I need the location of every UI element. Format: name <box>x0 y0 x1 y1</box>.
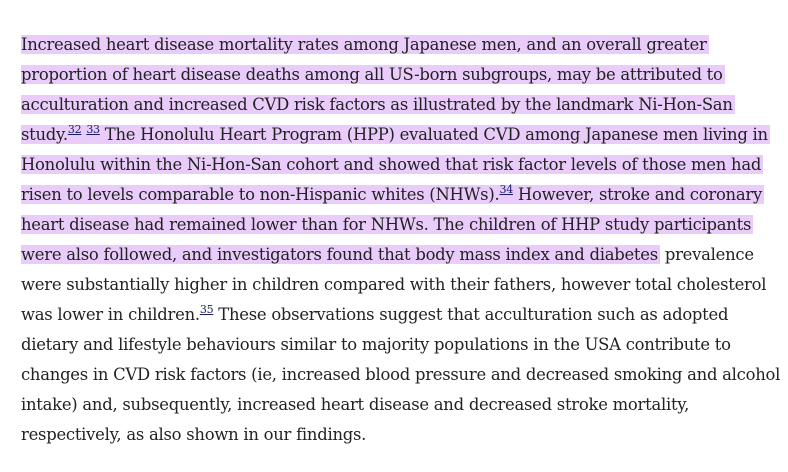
article-paragraph: Increased heart disease mortality rates … <box>21 30 780 450</box>
text-line: heart disease had remained lower than fo… <box>21 210 771 240</box>
text-segment: The Honolulu Heart Program (HPP) evaluat… <box>99 125 768 144</box>
highlighted-text: study.32 33 The Honolulu Heart Program (… <box>21 122 770 144</box>
highlighted-text: heart disease had remained lower than fo… <box>21 215 754 234</box>
text-segment: dietary and lifestyle behaviours similar… <box>21 335 731 354</box>
citation-link-33[interactable]: 33 <box>86 122 100 136</box>
highlighted-text: risen to levels comparable to non-Hispan… <box>21 182 764 204</box>
text-line: study.32 33 The Honolulu Heart Program (… <box>21 120 771 150</box>
text-line: was lower in children.35 These observati… <box>21 300 771 330</box>
citation-link-32[interactable]: 32 <box>67 122 82 136</box>
text-line: proportion of heart disease deaths among… <box>21 60 771 90</box>
text-line: were substantially higher in children co… <box>21 270 771 300</box>
highlighted-text: acculturation and increased CVD risk fac… <box>21 95 735 114</box>
text-segment: risen to levels comparable to non-Hispan… <box>21 185 500 204</box>
highlighted-text: were also followed, and investigators fo… <box>21 245 660 264</box>
text-line: intake) and, subsequently, increased hea… <box>21 390 771 420</box>
text-segment: These observations suggest that accultur… <box>213 305 729 324</box>
text-segment: intake) and, subsequently, increased hea… <box>21 395 690 414</box>
text-segment: study. <box>21 125 68 144</box>
citation-link-34[interactable]: 34 <box>499 182 513 196</box>
text-line: were also followed, and investigators fo… <box>21 240 771 270</box>
text-segment: was lower in children. <box>21 305 200 324</box>
text-line: Increased heart disease mortality rates … <box>21 30 771 60</box>
text-segment: changes in CVD risk factors (ie, increas… <box>21 365 781 384</box>
highlighted-text: Increased heart disease mortality rates … <box>21 35 709 54</box>
text-line: Honolulu within the Ni-Hon-San cohort an… <box>21 150 771 180</box>
citation-link-35[interactable]: 35 <box>199 302 214 316</box>
text-line: respectively, as also shown in our findi… <box>21 420 771 450</box>
highlighted-text: Honolulu within the Ni-Hon-San cohort an… <box>21 155 764 174</box>
text-line: changes in CVD risk factors (ie, increas… <box>21 360 780 390</box>
text-segment: prevalence <box>659 245 754 264</box>
text-segment: However, stroke and coronary <box>512 185 762 204</box>
text-line: risen to levels comparable to non-Hispan… <box>21 180 771 210</box>
text-segment: were substantially higher in children co… <box>21 275 767 294</box>
highlighted-text: proportion of heart disease deaths among… <box>21 65 725 84</box>
text-line: dietary and lifestyle behaviours similar… <box>21 330 771 360</box>
text-line: acculturation and increased CVD risk fac… <box>21 90 771 120</box>
text-segment: respectively, as also shown in our findi… <box>21 425 367 444</box>
